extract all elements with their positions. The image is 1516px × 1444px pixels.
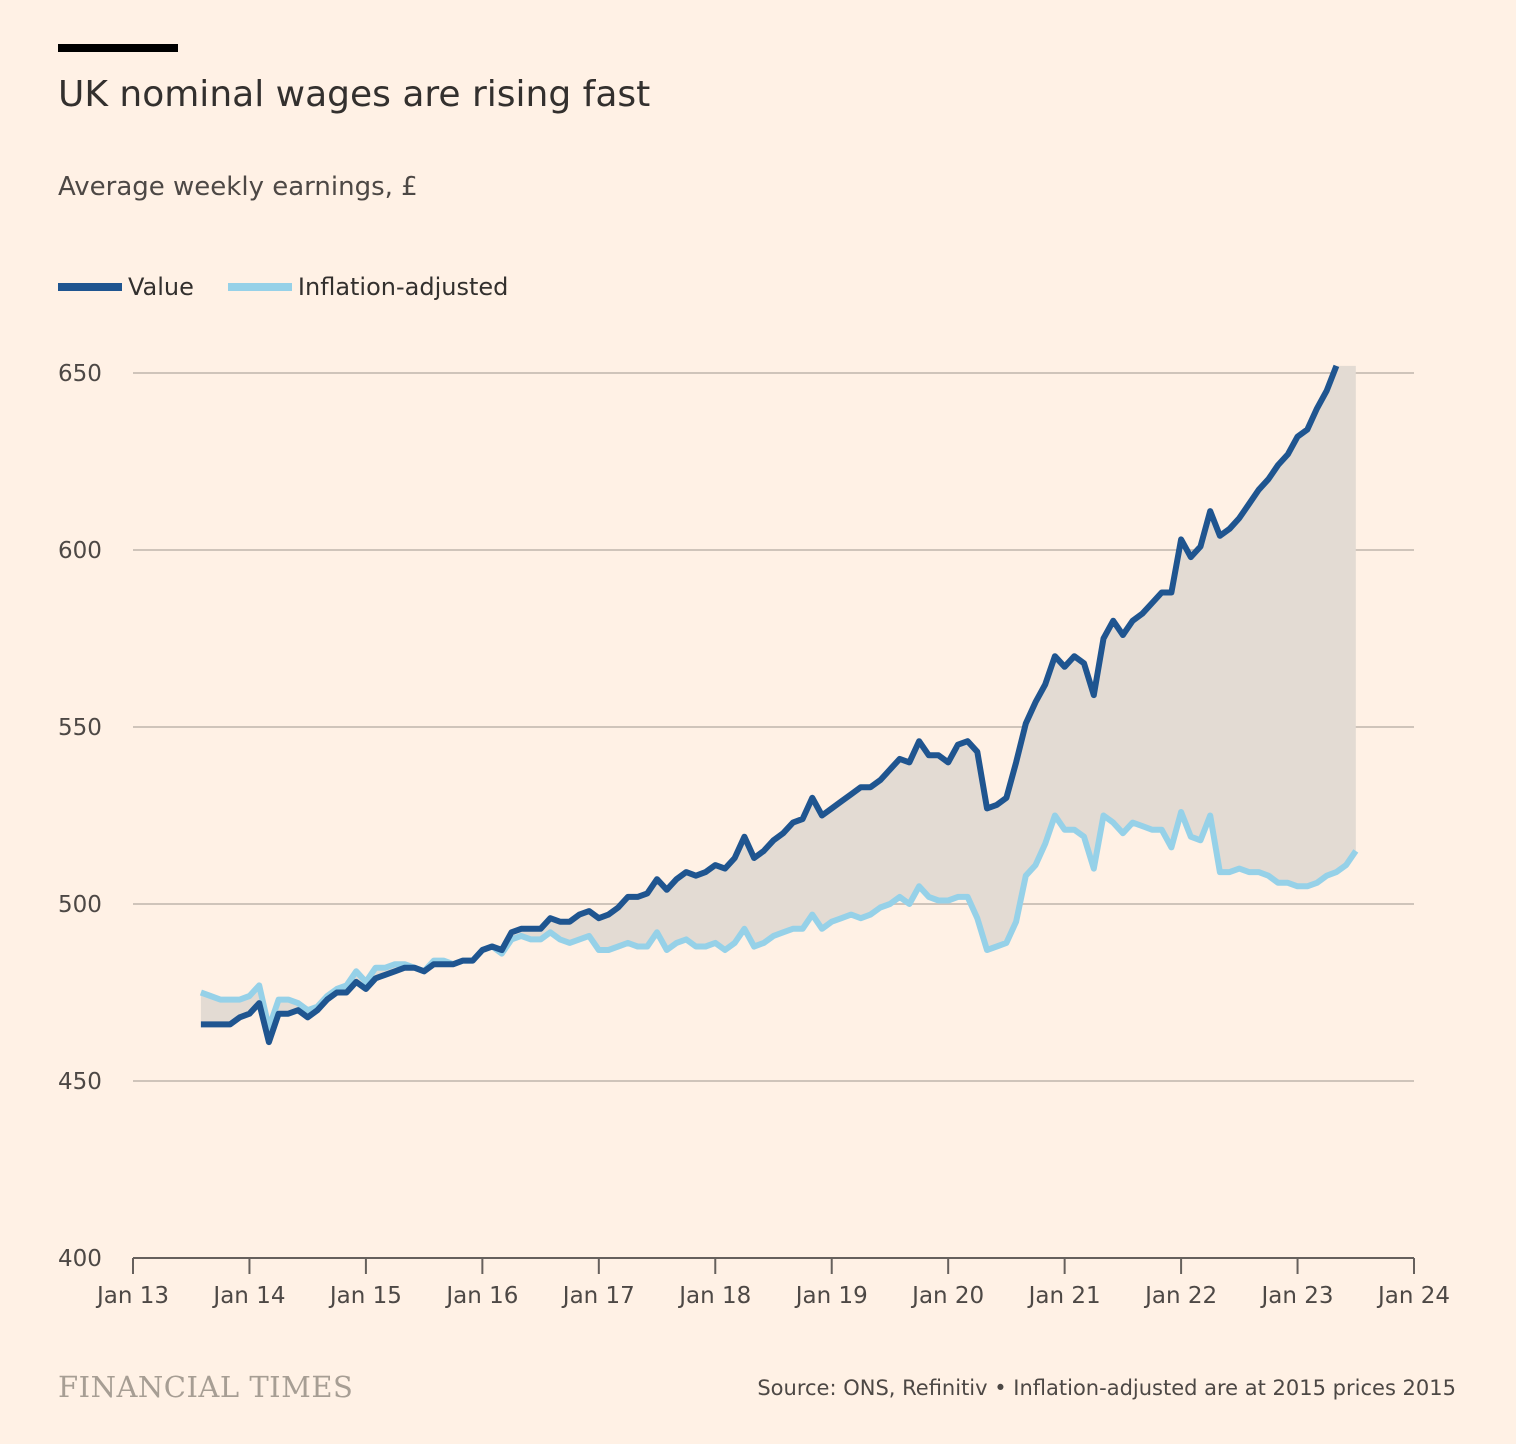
- chart-subtitle: Average weekly earnings, £: [58, 172, 418, 202]
- series-line-value: [200, 364, 1340, 1046]
- x-tick-label-6: Jan 19: [794, 1283, 868, 1309]
- x-tick-label-9: Jan 22: [1143, 1283, 1217, 1309]
- legend-item-value: Value: [58, 273, 194, 301]
- x-tick-label-11: Jan 24: [1376, 1283, 1450, 1309]
- chart-title: UK nominal wages are rising fast: [58, 74, 651, 115]
- ft-logo: FINANCIAL TIMES: [58, 1370, 354, 1404]
- legend-swatch-value: [58, 283, 122, 291]
- area-gap: [200, 365, 1356, 1043]
- x-tick-label-7: Jan 20: [910, 1283, 984, 1309]
- x-tick-label-3: Jan 16: [444, 1283, 518, 1309]
- x-tick-label-8: Jan 21: [1027, 1283, 1101, 1309]
- x-tick-label-10: Jan 23: [1260, 1283, 1334, 1309]
- y-tick-label-500: 500: [58, 892, 102, 918]
- x-tick-label-4: Jan 17: [561, 1283, 635, 1309]
- legend: Value Inflation-adjusted: [58, 270, 542, 304]
- y-tick-label-650: 650: [58, 361, 102, 387]
- x-tick-label-5: Jan 18: [677, 1283, 751, 1309]
- x-tick-label-0: Jan 13: [95, 1283, 169, 1309]
- y-tick-label-600: 600: [58, 538, 102, 564]
- brand-bar: [58, 44, 178, 52]
- x-tick-label-1: Jan 14: [211, 1283, 285, 1309]
- y-tick-label-550: 550: [58, 715, 102, 741]
- y-tick-label-400: 400: [58, 1246, 102, 1272]
- y-tick-label-450: 450: [58, 1069, 102, 1095]
- x-tick-label-2: Jan 15: [328, 1283, 402, 1309]
- legend-item-adjusted: Inflation-adjusted: [227, 273, 509, 301]
- source-note: Source: ONS, Refinitiv • Inflation-adjus…: [757, 1376, 1456, 1400]
- series-line-inflation-adjusted: [199, 809, 1359, 1031]
- legend-swatch-adjusted: [227, 283, 292, 291]
- legend-label-adjusted: Inflation-adjusted: [297, 273, 509, 301]
- legend-label-value: Value: [128, 273, 194, 301]
